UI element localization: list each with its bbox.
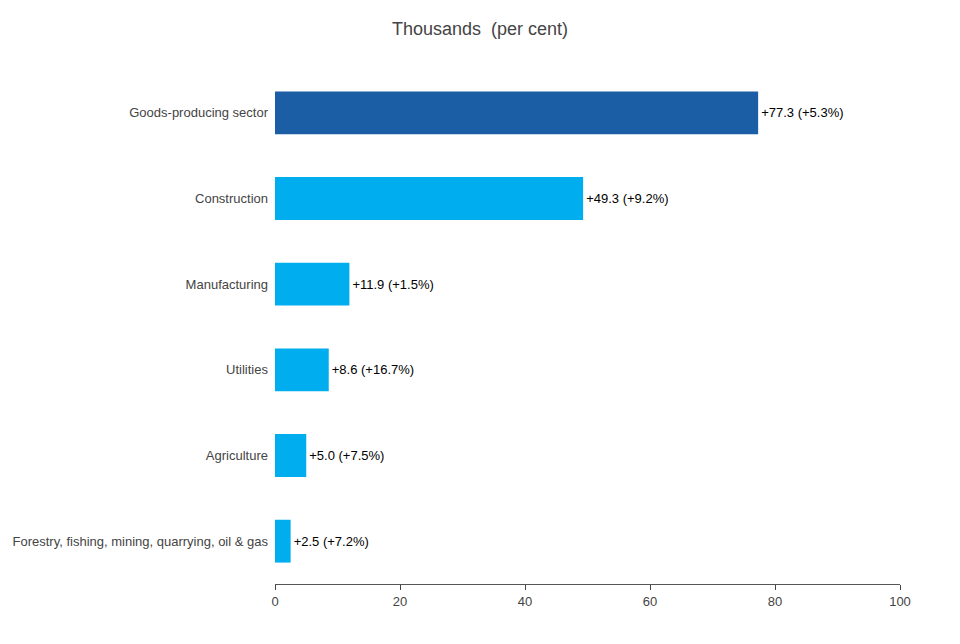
svg-text:40: 40 [518,594,532,609]
svg-text:20: 20 [393,594,407,609]
svg-text:Construction: Construction [195,191,268,206]
svg-text:+49.3 (+9.2%): +49.3 (+9.2%) [586,191,668,206]
svg-text:+11.9 (+1.5%): +11.9 (+1.5%) [352,277,433,292]
svg-text:+5.0 (+7.5%): +5.0 (+7.5%) [309,448,384,463]
svg-text:0: 0 [271,594,278,609]
svg-text:60: 60 [643,594,657,609]
svg-text:80: 80 [768,594,782,609]
svg-text:+8.6 (+16.7%): +8.6 (+16.7%) [332,362,414,377]
svg-text:Goods-producing sector: Goods-producing sector [129,105,268,120]
svg-text:100: 100 [889,594,911,609]
svg-text:Utilities: Utilities [226,362,268,377]
svg-text:Agriculture: Agriculture [206,448,268,463]
svg-text:+2.5 (+7.2%): +2.5 (+7.2%) [294,534,369,549]
svg-text:Thousands (per cent): Thousands (per cent) [392,19,568,39]
svg-text:Manufacturing: Manufacturing [186,277,268,292]
svg-text:Forestry, fishing, mining, qua: Forestry, fishing, mining, quarrying, oi… [12,534,268,549]
svg-text:+77.3 (+5.3%): +77.3 (+5.3%) [761,105,843,120]
